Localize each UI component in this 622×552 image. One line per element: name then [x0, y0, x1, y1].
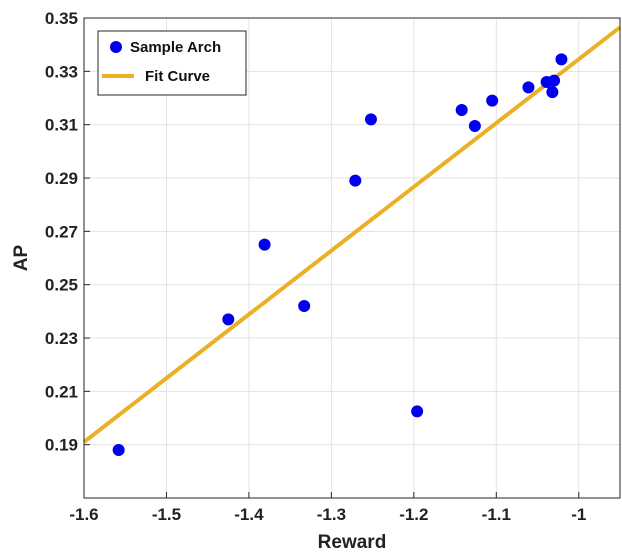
legend-label-fit-curve: Fit Curve — [145, 68, 210, 85]
data-point — [546, 86, 559, 99]
data-points-layer — [112, 53, 568, 456]
y-tick-label: 0.19 — [45, 436, 78, 455]
x-tick-label: -1.2 — [399, 505, 428, 524]
x-tick-label: -1.6 — [69, 505, 98, 524]
data-point — [548, 74, 561, 87]
x-tick-label: -1.5 — [152, 505, 181, 524]
y-tick-label: 0.35 — [45, 9, 78, 28]
y-tick-label: 0.31 — [45, 116, 78, 135]
data-point — [522, 81, 535, 94]
data-point — [349, 174, 362, 187]
fit-curve-line — [82, 25, 622, 444]
x-axis-title: Reward — [318, 532, 387, 552]
x-tick-label: -1 — [571, 505, 586, 524]
y-axis-ticks: 0.19 0.21 0.23 0.25 0.27 0.29 0.31 0.33 0.35 — [45, 9, 90, 455]
y-tick-label: 0.21 — [45, 382, 78, 401]
y-tick-label: 0.25 — [45, 276, 78, 295]
legend-box — [97, 30, 247, 96]
data-point — [222, 313, 235, 326]
x-tick-label: -1.3 — [317, 505, 346, 524]
data-point — [468, 120, 481, 132]
x-tick-label: -1.1 — [482, 505, 511, 524]
legend-marker-sample-arch — [110, 41, 122, 53]
y-axis-title: AP — [11, 244, 32, 271]
y-tick-label: 0.27 — [45, 222, 78, 241]
x-axis-ticks: -1.6 -1.5 -1.4 -1.3 -1.2 -1.1 -1 — [69, 492, 586, 524]
legend: Sample Arch Fit Curve — [97, 30, 247, 96]
data-point — [364, 113, 377, 126]
plot-area-frame — [83, 17, 621, 499]
data-point — [455, 104, 468, 116]
fit-curve-layer — [82, 25, 622, 444]
data-point — [258, 238, 271, 251]
y-tick-label: 0.29 — [45, 169, 78, 188]
legend-label-sample-arch: Sample Arch — [130, 39, 221, 56]
x-tick-label: -1.4 — [234, 505, 264, 524]
data-point — [112, 444, 125, 456]
y-tick-label: 0.33 — [45, 62, 78, 81]
data-point — [555, 53, 568, 66]
data-point — [298, 300, 311, 312]
data-point — [411, 405, 424, 418]
data-point — [486, 94, 499, 107]
y-tick-label: 0.23 — [45, 329, 78, 348]
